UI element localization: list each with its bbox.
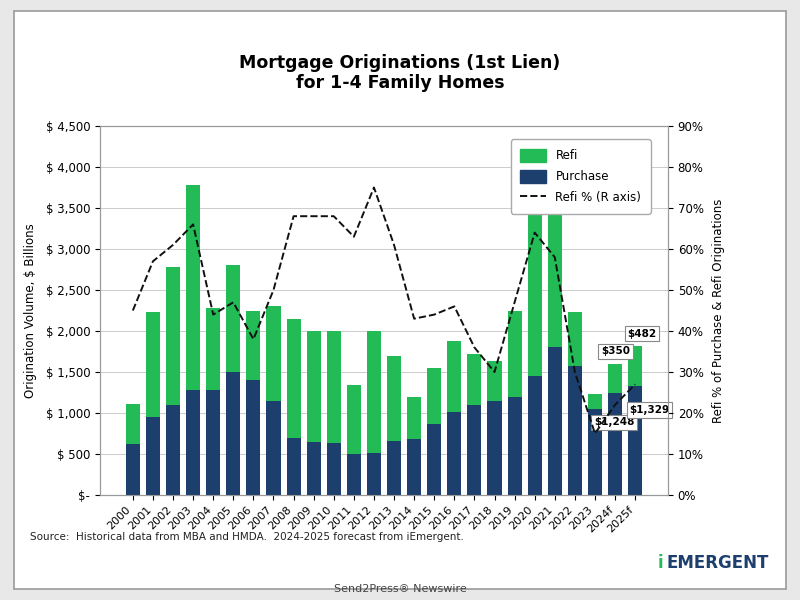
Bar — [548, 347, 562, 495]
Bar — [286, 319, 301, 437]
Bar — [407, 439, 421, 495]
Text: i: i — [658, 554, 663, 572]
Bar — [166, 267, 180, 405]
Bar — [306, 331, 321, 442]
Bar — [608, 364, 622, 392]
Y-axis label: Refi % of Purchase & Refi Originations: Refi % of Purchase & Refi Originations — [712, 199, 725, 422]
Bar — [608, 392, 622, 495]
Bar — [367, 453, 381, 495]
Bar — [387, 356, 401, 441]
Y-axis label: Origination Volume, $ Billions: Origination Volume, $ Billions — [24, 223, 38, 398]
Bar — [206, 390, 220, 495]
Bar — [226, 265, 240, 372]
Bar — [467, 354, 482, 405]
Text: $1,329: $1,329 — [629, 405, 670, 415]
Bar — [367, 331, 381, 453]
Bar — [186, 390, 200, 495]
Bar — [246, 380, 261, 495]
Bar — [146, 312, 160, 417]
Bar — [347, 454, 361, 495]
Bar — [326, 331, 341, 443]
Bar — [126, 404, 140, 444]
Bar — [226, 372, 240, 495]
Bar — [568, 366, 582, 495]
Bar — [507, 397, 522, 495]
Bar — [286, 437, 301, 495]
Bar — [467, 405, 482, 495]
Bar — [166, 405, 180, 495]
Bar — [427, 424, 442, 495]
Bar — [347, 385, 361, 454]
Bar — [507, 310, 522, 397]
Text: Send2Press® Newswire: Send2Press® Newswire — [334, 584, 466, 594]
Bar — [628, 386, 642, 495]
Bar — [266, 307, 281, 401]
Bar — [568, 312, 582, 366]
Text: for 1-4 Family Homes: for 1-4 Family Homes — [296, 74, 504, 92]
Bar — [266, 401, 281, 495]
Bar — [487, 401, 502, 495]
Text: $1,248: $1,248 — [594, 418, 634, 427]
Bar — [588, 394, 602, 409]
Bar — [186, 185, 200, 390]
Bar — [387, 441, 401, 495]
Text: $350: $350 — [601, 346, 630, 356]
Bar — [447, 341, 462, 412]
Bar — [447, 412, 462, 495]
Text: EMERGENT: EMERGENT — [666, 554, 769, 572]
Bar — [146, 417, 160, 495]
Bar — [528, 376, 542, 495]
Bar — [246, 311, 261, 380]
Text: Source:  Historical data from MBA and HMDA.  2024-2025 forecast from iEmergent.: Source: Historical data from MBA and HMD… — [30, 532, 464, 542]
Text: Mortgage Originations (1st Lien): Mortgage Originations (1st Lien) — [239, 54, 561, 72]
Bar — [407, 397, 421, 439]
Bar — [306, 442, 321, 495]
Bar — [326, 443, 341, 495]
Bar — [548, 142, 562, 347]
Legend: Refi, Purchase, Refi % (R axis): Refi, Purchase, Refi % (R axis) — [510, 139, 650, 214]
Text: $482: $482 — [627, 329, 656, 338]
Bar — [487, 361, 502, 401]
Bar — [427, 368, 442, 424]
Bar — [588, 409, 602, 495]
Bar — [126, 444, 140, 495]
Bar — [628, 346, 642, 386]
Bar — [528, 167, 542, 376]
Bar — [206, 308, 220, 390]
